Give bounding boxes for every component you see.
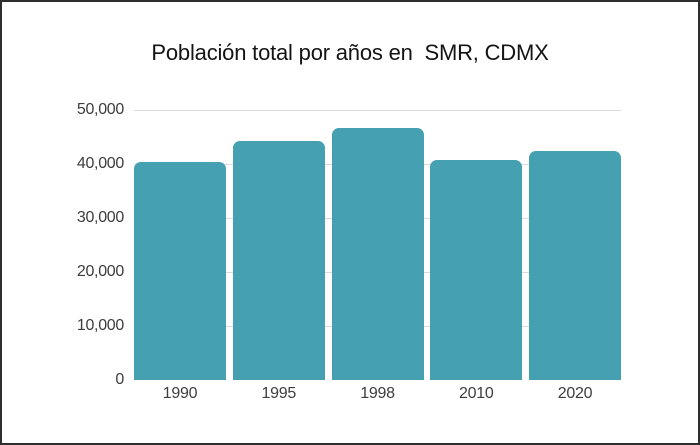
gridline-50000 xyxy=(134,110,621,111)
y-axis: 0 10,000 20,000 30,000 40,000 50,000 xyxy=(32,102,124,388)
x-axis-label-1998: 1998 xyxy=(360,385,395,402)
x-axis-label-2010: 2010 xyxy=(459,385,494,402)
y-tick-label-0: 0 xyxy=(115,371,124,388)
y-tick-label-50,000: 50,000 xyxy=(76,101,124,118)
x-axis: 1990 1995 1998 2010 2020 xyxy=(134,385,621,403)
plot-area xyxy=(134,110,621,380)
bar-1995 xyxy=(232,140,325,380)
x-axis-label-2020: 2020 xyxy=(557,385,593,402)
bar-1998 xyxy=(331,128,424,380)
y-tick-label-20,000: 20,000 xyxy=(76,263,124,280)
chart-title: Población total por años en SMR, CDMX xyxy=(151,40,549,65)
x-axis-label-1995: 1995 xyxy=(261,385,297,402)
bar-2010 xyxy=(430,160,523,380)
y-tick-label-40,000: 40,000 xyxy=(76,155,124,172)
bar-1990 xyxy=(134,162,226,380)
bar-2020 xyxy=(529,151,621,380)
bar-series xyxy=(134,110,621,380)
x-axis-label-1990: 1990 xyxy=(162,385,198,402)
y-tick-label-10,000: 10,000 xyxy=(76,317,124,334)
y-tick-label-30,000: 30,000 xyxy=(76,209,124,226)
